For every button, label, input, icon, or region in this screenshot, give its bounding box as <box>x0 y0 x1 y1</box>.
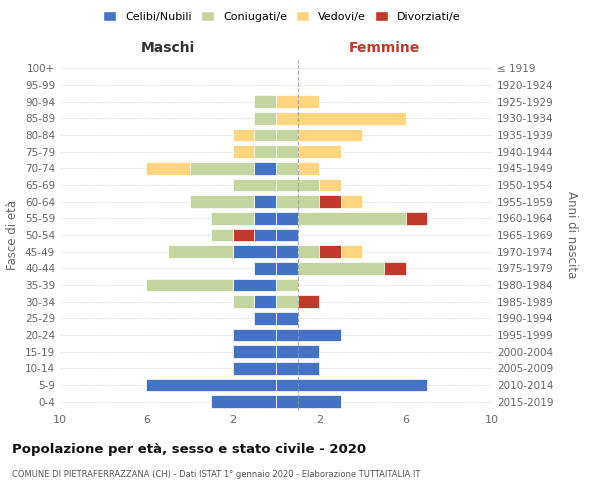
Bar <box>233 329 276 341</box>
Bar <box>276 146 298 158</box>
Bar <box>233 146 254 158</box>
Bar <box>406 212 427 224</box>
Bar <box>384 262 406 274</box>
Y-axis label: Anni di nascita: Anni di nascita <box>565 192 578 278</box>
Bar <box>190 196 254 208</box>
Bar <box>276 196 319 208</box>
Bar <box>254 262 276 274</box>
Bar <box>168 246 233 258</box>
Bar <box>233 362 276 374</box>
Text: Popolazione per età, sesso e stato civile - 2020: Popolazione per età, sesso e stato civil… <box>12 442 366 456</box>
Bar <box>211 396 276 408</box>
Bar <box>233 279 276 291</box>
Bar <box>146 279 233 291</box>
Bar <box>276 262 298 274</box>
Bar <box>276 179 319 192</box>
Text: Maschi: Maschi <box>141 41 195 55</box>
Bar <box>298 212 406 224</box>
Bar <box>233 246 276 258</box>
Bar <box>276 246 298 258</box>
Bar <box>341 196 362 208</box>
Bar <box>319 196 341 208</box>
Bar <box>298 262 384 274</box>
Bar <box>276 229 298 241</box>
Bar <box>211 212 254 224</box>
Legend: Celibi/Nubili, Coniugati/e, Vedovi/e, Divorziati/e: Celibi/Nubili, Coniugati/e, Vedovi/e, Di… <box>100 8 464 25</box>
Bar <box>276 279 298 291</box>
Text: COMUNE DI PIETRAFERRAZZANA (CH) - Dati ISTAT 1° gennaio 2020 - Elaborazione TUTT: COMUNE DI PIETRAFERRAZZANA (CH) - Dati I… <box>12 470 421 479</box>
Bar <box>298 296 319 308</box>
Bar <box>276 112 406 124</box>
Bar <box>233 296 254 308</box>
Bar <box>146 162 190 174</box>
Bar <box>233 346 276 358</box>
Bar <box>254 212 276 224</box>
Bar <box>211 229 233 241</box>
Bar <box>298 146 341 158</box>
Bar <box>276 162 298 174</box>
Bar <box>298 162 319 174</box>
Bar <box>254 129 276 141</box>
Bar <box>254 312 276 324</box>
Bar <box>254 96 276 108</box>
Bar <box>233 229 254 241</box>
Bar <box>276 379 427 391</box>
Bar <box>319 179 341 192</box>
Bar <box>276 129 298 141</box>
Bar <box>254 229 276 241</box>
Bar <box>319 246 341 258</box>
Bar <box>276 329 341 341</box>
Y-axis label: Fasce di età: Fasce di età <box>7 200 19 270</box>
Bar <box>254 296 276 308</box>
Bar <box>146 379 276 391</box>
Bar <box>276 296 298 308</box>
Bar <box>254 162 276 174</box>
Bar <box>254 196 276 208</box>
Bar <box>254 146 276 158</box>
Bar <box>341 246 362 258</box>
Bar <box>233 179 276 192</box>
Bar <box>190 162 254 174</box>
Bar <box>276 312 298 324</box>
Bar <box>276 396 341 408</box>
Bar <box>254 112 276 124</box>
Bar <box>276 362 319 374</box>
Bar <box>233 129 254 141</box>
Bar <box>298 129 362 141</box>
Bar <box>298 246 319 258</box>
Bar <box>276 212 298 224</box>
Bar <box>276 346 319 358</box>
Text: Femmine: Femmine <box>349 41 419 55</box>
Bar <box>276 96 319 108</box>
